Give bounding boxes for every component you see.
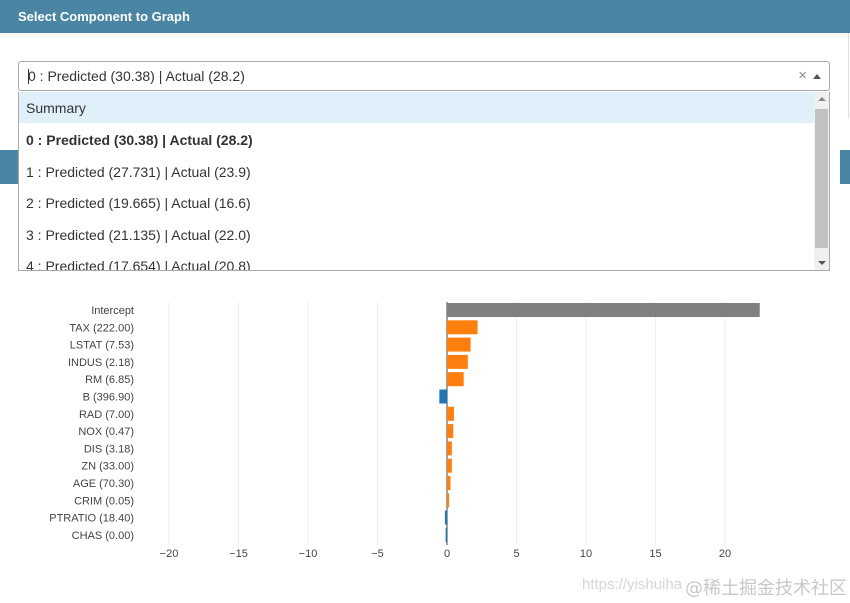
x-tick-label: −5 [371,548,384,560]
bar [445,527,448,542]
y-category-label: PTRATIO (18.40) [49,513,134,525]
y-category-label: RM (6.85) [85,374,134,386]
y-category-label: INDUS (2.18) [68,357,134,369]
x-tick-label: −10 [299,548,318,560]
bar [447,406,454,421]
scroll-down-icon[interactable] [818,261,826,265]
x-tick-label: 5 [513,548,519,560]
y-category-label: Intercept [91,305,134,317]
scrollbar-thumb[interactable] [815,109,828,248]
y-category-label: NOX (0.47) [78,426,134,438]
bar [447,372,464,387]
option-3[interactable]: 3 : Predicted (21.135) | Actual (22.0) [26,227,251,243]
bar [439,389,447,404]
y-category-label: AGE (70.30) [73,478,134,490]
y-category-label: DIS (3.18) [84,443,134,455]
x-tick-label: −20 [160,548,179,560]
bar [444,510,447,525]
lower-panel-header-left [0,150,18,184]
bar [447,458,452,473]
bar [447,424,454,439]
bar [447,303,760,317]
y-category-label: LSTAT (7.53) [70,340,134,352]
y-category-label: B (396.90) [83,392,134,404]
option-0[interactable]: 0 : Predicted (30.38) | Actual (28.2) [26,132,253,148]
x-tick-label: 10 [580,548,592,560]
x-tick-label: 0 [444,548,450,560]
option-summary[interactable]: Summary [19,92,815,123]
select-current-value[interactable]: 0 : Predicted (30.38) | Actual (28.2) [28,68,245,84]
watermark-url: https://yishuiha [582,576,683,593]
component-select[interactable]: 0 : Predicted (30.38) | Actual (28.2) × [18,61,830,91]
contribution-bar-chart: −20 −15 −10 −5 0 5 10 15 20 Intercept TAX (222.00)… [49,302,760,560]
x-tick-label: 20 [719,548,731,560]
bar [447,337,471,352]
option-2[interactable]: 2 : Predicted (19.665) | Actual (16.6) [26,195,251,211]
y-category-label: RAD (7.00) [79,409,134,421]
y-category-label: ZN (33.00) [81,461,134,473]
x-tick-label: −15 [229,548,248,560]
option-1[interactable]: 1 : Predicted (27.731) | Actual (23.9) [26,164,251,180]
y-category-label: CHAS (0.00) [72,530,134,542]
y-category-label: CRIM (0.05) [74,495,134,507]
text-cursor [28,69,29,84]
option-4[interactable]: 4 : Predicted (17.654) | Actual (20.8) [26,258,251,271]
panel-title: Select Component to Graph [18,9,190,24]
dropdown-scrollbar[interactable] [814,92,829,270]
x-tick-label: 15 [649,548,661,560]
bar [447,354,468,369]
bar [447,493,450,508]
bar [447,441,452,456]
y-category-label: TAX (222.00) [69,322,134,334]
panel-body [0,33,849,118]
bar [447,476,451,490]
bar [447,320,478,335]
panel-header: Select Component to Graph [0,0,850,33]
scroll-up-icon[interactable] [818,97,826,101]
chevron-up-icon[interactable] [813,74,821,79]
select-dropdown-list[interactable]: Summary 0 : Predicted (30.38) | Actual (… [18,92,830,271]
watermark-text: @稀土掘金技术社区 [685,578,847,599]
lower-panel-header-right [840,150,850,184]
clear-icon[interactable]: × [798,67,807,84]
